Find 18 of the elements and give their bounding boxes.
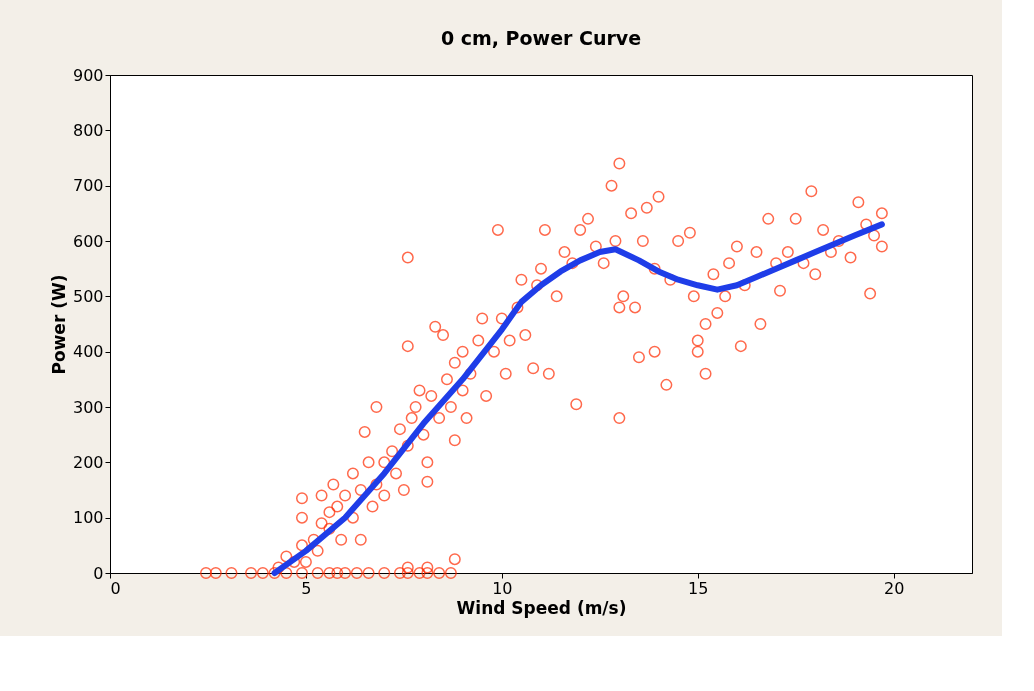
y-tick-label: 300 [72,397,104,417]
y-axis-title: Power (W) [48,274,69,375]
y-tick-label: 500 [72,286,104,306]
x-tick-label: 0 [110,578,121,598]
y-tick-label: 400 [72,342,104,362]
y-tick-label: 600 [72,231,104,251]
y-tick-label: 900 [72,65,104,85]
y-tick-label: 200 [72,452,104,472]
y-tick-label: 0 [93,563,104,583]
y-tick-label: 800 [72,120,104,140]
x-tick-label: 5 [301,578,312,598]
x-tick-label: 15 [688,578,709,598]
y-tick-label: 700 [72,176,104,196]
y-tick-label: 100 [72,508,104,528]
x-axis-title: Wind Speed (m/s) [456,597,627,618]
x-tick-label: 10 [492,578,513,598]
x-tick-label: 20 [883,578,905,598]
chart-title: 0 cm, Power Curve [440,27,642,49]
